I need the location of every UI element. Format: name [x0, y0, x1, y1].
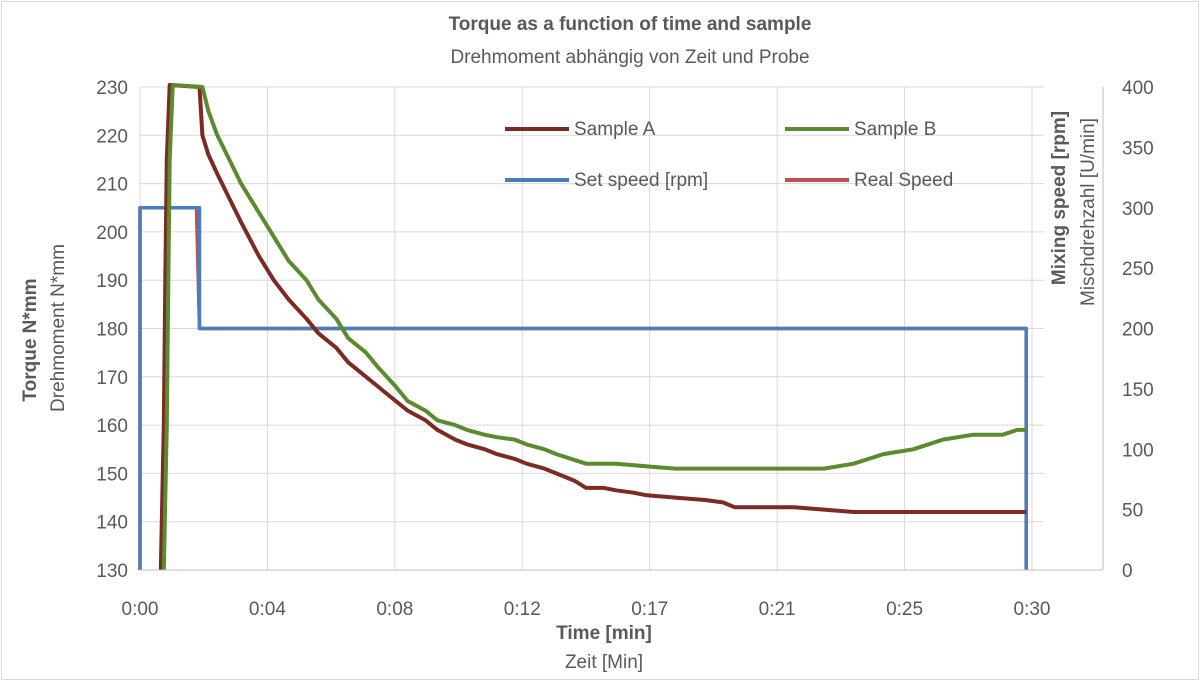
y-tick-label: 200	[96, 223, 128, 244]
series-line-set-speed-rpm	[138, 206, 1028, 570]
x-axis-title-secondary: Zeit [Min]	[565, 652, 643, 673]
legend-label-sample-b: Sample B	[854, 119, 936, 140]
y-tick-label: 130	[96, 561, 128, 582]
series-layer	[138, 83, 1028, 571]
y2-tick-label: 50	[1122, 501, 1143, 522]
y-tick-label: 170	[96, 368, 128, 389]
y2-axis-ticks: 0 50 100 150 200 250 300 350 400	[1122, 78, 1154, 582]
legend-label-set-speed: Set speed [rpm]	[574, 170, 708, 191]
y-tick-label: 230	[96, 78, 128, 99]
y2-tick-label: 250	[1122, 259, 1154, 280]
x-tick-label: 0:08	[376, 599, 413, 620]
y-tick-label: 220	[96, 126, 128, 147]
x-tick-label: 0:17	[631, 599, 668, 620]
y2-tick-label: 150	[1122, 380, 1154, 401]
y2-tick-label: 200	[1122, 320, 1154, 341]
legend-label-real-speed: Real Speed	[854, 170, 953, 191]
x-tick-label: 0:25	[886, 599, 923, 620]
x-axis-ticks: 0:00 0:04 0:08 0:12 0:17 0:21 0:25 0:30	[122, 599, 1051, 620]
legend: Sample A Sample B Set speed [rpm] Real S…	[505, 119, 953, 191]
x-tick-label: 0:21	[759, 599, 796, 620]
y-tick-label: 160	[96, 416, 128, 437]
chart-subtitle: Drehmoment abhängig von Zeit und Probe	[450, 47, 809, 68]
y2-axis-title-secondary: Mischdrehzahl [U/min]	[1078, 118, 1099, 306]
y-tick-label: 210	[96, 175, 128, 196]
x-tick-label: 0:00	[122, 599, 159, 620]
y2-axis-title: Mixing speed [rpm]	[1049, 111, 1070, 285]
y2-tick-label: 300	[1122, 199, 1154, 220]
x-tick-label: 0:30	[1014, 599, 1051, 620]
y-axis-title-secondary: Drehmoment N*mm	[48, 244, 69, 412]
y2-tick-label: 400	[1122, 78, 1154, 99]
y-tick-label: 140	[96, 513, 128, 534]
x-tick-label: 0:04	[249, 599, 286, 620]
legend-label-sample-a: Sample A	[574, 119, 656, 140]
series-line-sample-a	[158, 83, 1027, 571]
y-axis-ticks: 130 140 150 160 170 180 190 200 210 220 230	[96, 78, 128, 582]
axes	[140, 87, 1104, 571]
y2-tick-label: 0	[1122, 561, 1133, 582]
y-tick-label: 150	[96, 464, 128, 485]
series-line-real-speed	[138, 206, 1028, 570]
series-line-sample-b	[161, 83, 1027, 571]
y-tick-label: 190	[96, 271, 128, 292]
chart-title: Torque as a function of time and sample	[449, 14, 812, 35]
x-axis-title: Time [min]	[556, 623, 652, 644]
x-tick-label: 0:12	[504, 599, 541, 620]
y-axis-title: Torque N*mm	[20, 278, 41, 401]
y-tick-label: 180	[96, 320, 128, 341]
y2-tick-label: 350	[1122, 138, 1154, 159]
y2-tick-label: 100	[1122, 440, 1154, 461]
